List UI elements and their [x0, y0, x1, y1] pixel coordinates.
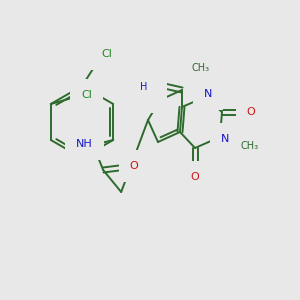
- Text: Cl: Cl: [102, 49, 112, 59]
- Text: N: N: [204, 89, 212, 99]
- Text: H: H: [140, 82, 148, 92]
- Text: NH: NH: [138, 92, 154, 102]
- Text: CH₃: CH₃: [192, 63, 210, 73]
- Text: N: N: [221, 134, 229, 144]
- Text: Cl: Cl: [81, 90, 92, 100]
- Text: CH₃: CH₃: [241, 141, 259, 151]
- Text: O: O: [130, 161, 139, 171]
- Text: O: O: [148, 79, 156, 89]
- Text: O: O: [190, 172, 200, 182]
- Text: NH: NH: [76, 139, 93, 149]
- Text: O: O: [247, 107, 255, 117]
